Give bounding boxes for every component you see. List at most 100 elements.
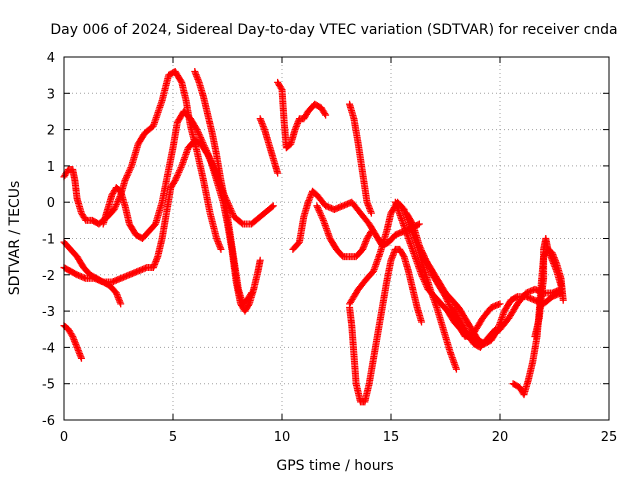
data-point — [200, 142, 208, 150]
data-point — [217, 245, 225, 253]
data-point — [419, 274, 427, 282]
data-point — [367, 209, 375, 217]
data-point — [122, 175, 130, 183]
data-point — [229, 209, 237, 217]
data-point — [203, 148, 211, 156]
data-point — [313, 202, 321, 210]
data-point — [420, 251, 428, 259]
data-point — [367, 227, 375, 235]
data-point — [421, 255, 429, 263]
data-point — [418, 272, 426, 280]
series-arc-11 — [346, 100, 375, 217]
data-point — [268, 203, 276, 211]
x-tick-label: 25 — [601, 430, 618, 445]
data-point — [423, 260, 431, 268]
data-point — [442, 294, 450, 302]
data-point — [277, 84, 285, 92]
y-tick-label: -4 — [42, 341, 55, 356]
data-point — [198, 137, 206, 145]
data-point — [121, 176, 129, 184]
y-tick-label: -6 — [42, 414, 55, 429]
data-point — [205, 153, 213, 161]
data-point — [423, 258, 431, 266]
data-point — [197, 135, 205, 143]
y-axis-label: SDTVAR / TECUs — [7, 181, 23, 296]
data-point — [125, 167, 133, 175]
data-point — [414, 221, 422, 229]
series-arc-6 — [191, 68, 255, 308]
x-tick-label: 15 — [383, 430, 400, 445]
series-arc-4 — [60, 238, 125, 308]
data-point — [418, 247, 426, 255]
data-point — [452, 365, 460, 373]
data-point — [418, 248, 426, 256]
data-point — [197, 134, 205, 142]
x-tick-label: 20 — [492, 430, 509, 445]
data-point — [415, 242, 423, 250]
y-tick-label: 0 — [47, 196, 55, 211]
series-arc-8 — [274, 78, 330, 152]
y-tick-label: -5 — [42, 378, 55, 393]
data-point — [171, 176, 179, 184]
data-point — [443, 296, 451, 304]
data-point — [173, 173, 181, 181]
data-point — [491, 326, 499, 334]
data-point — [125, 168, 133, 176]
data-point — [194, 127, 202, 135]
grid — [64, 57, 609, 420]
data-point — [117, 300, 125, 308]
data-point — [317, 212, 325, 220]
series-arc-12 — [346, 245, 426, 406]
data-point — [415, 220, 423, 228]
data-point — [492, 325, 500, 333]
data-point — [110, 205, 118, 213]
data-point — [205, 151, 213, 159]
data-point — [244, 301, 252, 309]
series-arc-7 — [256, 115, 282, 177]
data-point — [124, 170, 132, 178]
data-point — [367, 229, 375, 237]
data-point — [314, 205, 322, 213]
data-point — [127, 164, 135, 172]
data-point — [176, 167, 184, 175]
data-point — [194, 129, 202, 137]
data-point — [247, 290, 255, 298]
y-tick-label: -1 — [42, 233, 55, 248]
data-point — [557, 282, 565, 290]
data-point — [425, 263, 433, 271]
data-point — [322, 111, 330, 119]
data-point — [196, 132, 204, 140]
data-point — [315, 207, 323, 215]
data-point — [418, 318, 426, 326]
data-point — [418, 271, 426, 279]
series-arc-2 — [60, 136, 277, 286]
data-point — [444, 299, 452, 307]
data-point — [319, 215, 327, 223]
data-point — [422, 256, 430, 264]
data-point — [420, 253, 428, 261]
data-point — [417, 245, 425, 253]
data-points — [60, 68, 567, 406]
y-tick-label: -2 — [42, 269, 55, 284]
data-point — [420, 277, 428, 285]
data-point — [559, 296, 567, 304]
y-tick-label: -3 — [42, 305, 55, 320]
data-point — [442, 293, 449, 301]
data-point — [177, 164, 185, 172]
data-point — [496, 300, 504, 308]
data-point — [174, 170, 182, 178]
y-tick-label: 4 — [47, 51, 55, 66]
data-point — [195, 130, 203, 138]
data-point — [444, 297, 452, 305]
data-point — [202, 147, 210, 155]
data-point — [269, 202, 277, 210]
data-point — [177, 77, 185, 85]
data-point — [416, 243, 424, 251]
data-point — [170, 178, 178, 186]
data-point — [201, 143, 209, 151]
data-point — [321, 110, 329, 118]
data-point — [316, 208, 324, 216]
data-point — [426, 266, 434, 274]
